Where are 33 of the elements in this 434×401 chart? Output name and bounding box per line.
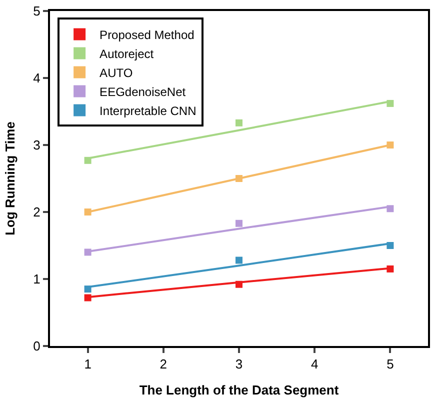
point	[386, 265, 394, 272]
y-tick-label: 0	[33, 338, 40, 354]
x-tick-label: 3	[235, 356, 243, 372]
y-tick-label: 4	[33, 70, 40, 86]
point	[84, 248, 92, 256]
point	[236, 119, 242, 126]
point	[84, 208, 92, 216]
legend-label: Interpretable CNN	[100, 104, 196, 118]
point	[236, 220, 242, 227]
legend-label: EEGdenoiseNet	[100, 84, 186, 99]
y-tick-label: 5	[33, 4, 40, 19]
point	[386, 205, 394, 212]
x-tick-label: 2	[160, 356, 168, 372]
legend-label: Autoreject	[100, 46, 154, 61]
x-tick-label: 5	[386, 356, 394, 372]
y-tick-label: 1	[33, 272, 40, 287]
y-axis-title: Log Running Time	[2, 122, 18, 236]
legend-label: Proposed Method	[100, 28, 194, 42]
point	[236, 280, 242, 288]
point	[84, 156, 92, 164]
point	[386, 142, 394, 148]
x-tick-label: 1	[84, 356, 92, 372]
x-tick-label: 4	[310, 356, 318, 372]
point	[236, 175, 242, 182]
point	[84, 294, 92, 302]
point	[84, 286, 92, 293]
point	[386, 100, 394, 107]
y-tick-label: 3	[33, 138, 40, 153]
legend-label: AUTO	[100, 66, 133, 80]
x-axis-title: The Length of the Data Segment	[139, 382, 340, 398]
point	[236, 256, 242, 264]
point	[386, 242, 394, 249]
y-tick-label: 2	[33, 204, 40, 220]
